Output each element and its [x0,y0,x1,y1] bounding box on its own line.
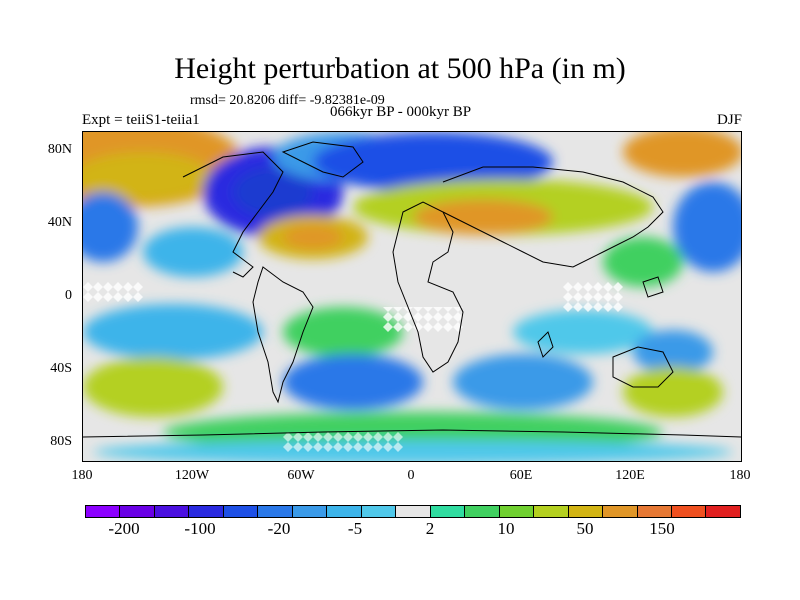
colorbar-swatch [120,506,155,517]
season-label: DJF [716,112,742,128]
colorbar-label: -20 [267,519,291,538]
lat-label-80n: 80N [47,142,72,157]
stats-text: rmsd= 20.8206 diff= -9.82381e-09 [190,93,385,108]
lat-label-40s: 40S [50,361,72,376]
colorbar-label: 50 [576,519,594,538]
colorbar-swatch [396,506,431,517]
lat-label-80s: 80S [50,434,72,449]
colorbar-swatch [361,506,397,517]
period-label: 066kyr BP - 000kyr BP [330,104,472,120]
colorbar-swatch [534,506,569,517]
colorbar-swatch [430,506,466,517]
colorbar-swatch [327,506,362,517]
field-plot [83,132,741,461]
colorbar-swatch [154,506,190,517]
colorbar-swatch [258,506,293,517]
lat-label-0: 0 [65,288,72,303]
colorbar-swatch [223,506,259,517]
colorbar-label: 10 [497,519,515,538]
colorbar-swatch [292,506,328,517]
colorbar-label: 2 [425,519,435,538]
lon-label-120w: 120W [174,468,210,483]
experiment-label: Expt = teiiS1-teiia1 [82,112,200,128]
lon-label-180w: 180 [71,468,93,483]
lat-label-40n: 40N [47,215,72,230]
colorbar-swatch [465,506,500,517]
lon-label-0: 0 [407,468,415,483]
map-panel [82,131,742,462]
lon-label-60w: 60W [287,468,315,483]
colorbar-swatch [671,506,707,517]
colorbar-label: -100 [184,519,216,538]
colorbar-swatch [189,506,224,517]
colorbar-swatch [706,506,740,517]
lon-label-180e: 180 [729,468,751,483]
colorbar-swatch [499,506,535,517]
colorbar-label: -5 [347,519,363,538]
colorbar-label: -200 [108,519,140,538]
colorbar-label: 150 [649,519,675,538]
colorbar-swatch [86,506,121,517]
colorbar [85,505,741,518]
colorbar-swatch [568,506,604,517]
colorbar-swatch [637,506,672,517]
lon-label-120e: 120E [615,468,645,483]
colorbar-swatch [603,506,638,517]
lon-label-60e: 60E [509,468,533,483]
map-title: Height perturbation at 500 hPa (in m) [174,52,626,85]
